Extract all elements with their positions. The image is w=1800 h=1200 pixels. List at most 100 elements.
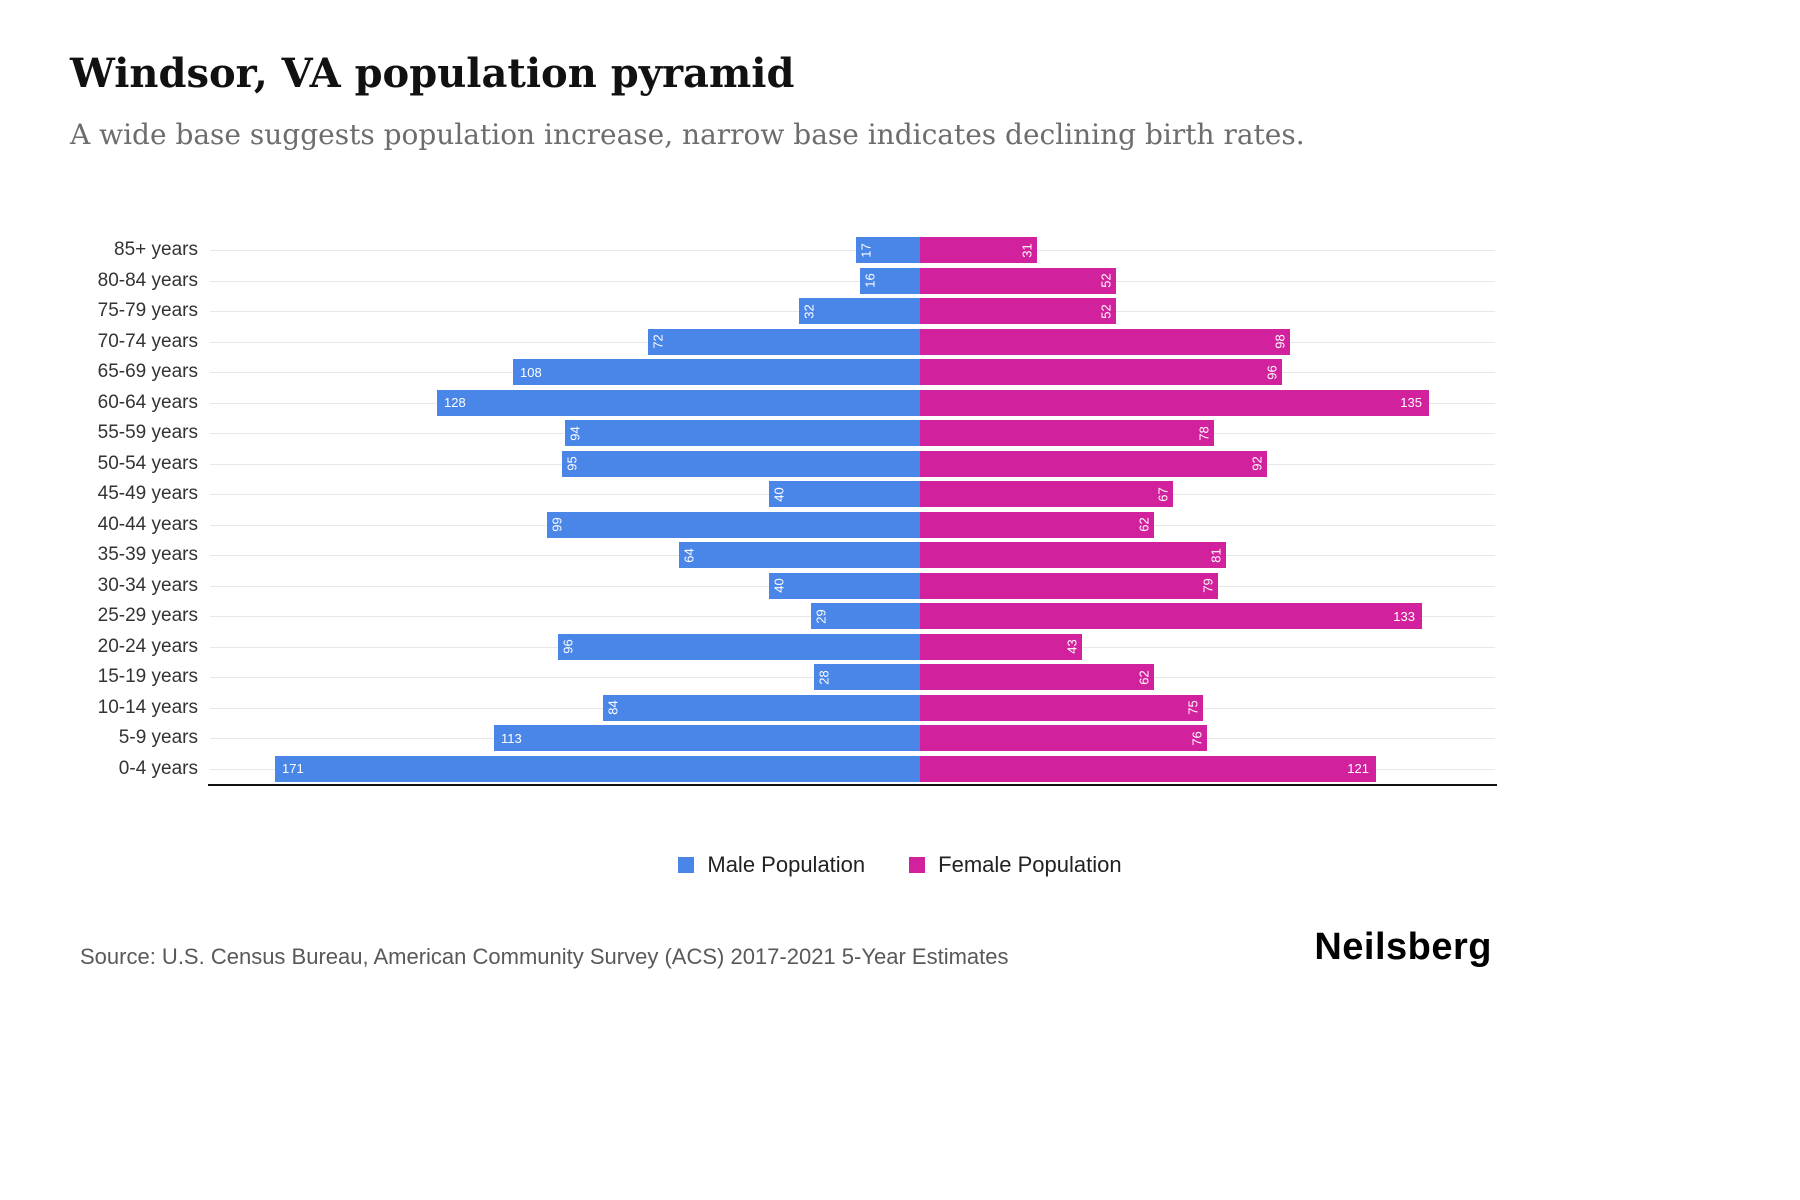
female-bar[interactable]: 81: [920, 542, 1226, 568]
female-bar[interactable]: 52: [920, 267, 1116, 294]
female-bar-value: 133: [1393, 608, 1415, 624]
age-group-label: 10-14 years: [97, 696, 198, 718]
legend-item-male[interactable]: Male Population: [678, 852, 865, 878]
row-track: 16 52: [210, 266, 1495, 297]
female-bar[interactable]: 92: [920, 450, 1267, 477]
female-bar-value: 62: [1136, 517, 1152, 532]
female-bar-value: 52: [1098, 303, 1114, 319]
female-bar-value: 76: [1189, 730, 1205, 746]
pyramid-row: 55-59 years 94 78: [0, 418, 1800, 449]
male-bar[interactable]: 108: [513, 359, 920, 385]
male-bar[interactable]: 29: [811, 603, 920, 629]
row-track: 128 135: [210, 388, 1495, 419]
male-bar[interactable]: 40: [769, 481, 920, 507]
page-subtitle: A wide base suggests population increase…: [70, 118, 1305, 151]
female-bar[interactable]: 75: [920, 694, 1203, 721]
gridline: [210, 280, 1495, 282]
female-bar[interactable]: 62: [920, 511, 1154, 538]
female-bar[interactable]: 62: [920, 664, 1154, 690]
male-bar[interactable]: 113: [494, 725, 920, 751]
female-bar-value: 62: [1136, 669, 1152, 685]
age-group-label: 85+ years: [114, 239, 198, 261]
male-bar[interactable]: 84: [603, 694, 920, 721]
row-track: 171 121: [210, 754, 1495, 785]
male-bar[interactable]: 17: [856, 237, 920, 263]
female-bar[interactable]: 76: [920, 725, 1207, 751]
pyramid-row: 50-54 years 95 92: [0, 449, 1800, 480]
age-group-label: 20-24 years: [97, 635, 198, 657]
row-track: 64 81: [210, 540, 1495, 571]
male-bar[interactable]: 99: [547, 511, 920, 538]
male-bar[interactable]: 32: [799, 298, 920, 324]
female-bar[interactable]: 52: [920, 298, 1116, 324]
male-bar[interactable]: 72: [648, 328, 920, 355]
male-bar[interactable]: 96: [558, 633, 920, 660]
male-bar[interactable]: 94: [565, 420, 920, 446]
pyramid-row: 45-49 years 40 67: [0, 479, 1800, 510]
female-bar[interactable]: 78: [920, 420, 1214, 446]
age-group-label: 80-84 years: [97, 269, 198, 291]
male-bar-value: 113: [501, 730, 522, 746]
female-bar[interactable]: 135: [920, 389, 1429, 416]
male-bar-value: 95: [564, 456, 580, 471]
female-bar[interactable]: 133: [920, 603, 1422, 629]
female-bar-value: 31: [1019, 242, 1035, 258]
male-bar[interactable]: 171: [275, 755, 920, 782]
row-track: 95 92: [210, 449, 1495, 480]
female-bar-value: 78: [1196, 425, 1212, 441]
male-bar-value: 40: [771, 486, 787, 502]
male-bar-value: 94: [567, 425, 583, 441]
male-bar-value: 108: [520, 364, 542, 380]
female-bar[interactable]: 67: [920, 481, 1173, 507]
female-bar[interactable]: 121: [920, 755, 1376, 782]
male-legend-swatch: [678, 857, 695, 873]
chart-legend: Male Population Female Population: [0, 852, 1800, 878]
female-bar[interactable]: 79: [920, 572, 1218, 599]
pyramid-row: 5-9 years 113 76: [0, 723, 1800, 754]
pyramid-row: 15-19 years 28 62: [0, 662, 1800, 693]
row-track: 40 67: [210, 479, 1495, 510]
male-legend-label: Male Population: [707, 852, 866, 877]
female-bar-value: 96: [1264, 364, 1280, 380]
row-track: 29 133: [210, 601, 1495, 632]
female-legend-label: Female Population: [938, 852, 1122, 877]
female-bar-value: 92: [1249, 456, 1265, 471]
male-bar-value: 16: [862, 273, 878, 288]
row-track: 32 52: [210, 296, 1495, 327]
female-bar-value: 135: [1400, 395, 1422, 410]
row-track: 84 75: [210, 693, 1495, 724]
row-track: 99 62: [210, 510, 1495, 541]
female-bar-value: 52: [1098, 273, 1114, 288]
age-group-label: 30-34 years: [97, 574, 198, 596]
female-bar[interactable]: 31: [920, 237, 1037, 263]
male-bar[interactable]: 95: [562, 450, 920, 477]
row-track: 72 98: [210, 327, 1495, 358]
pyramid-row: 60-64 years 128 135: [0, 388, 1800, 419]
row-track: 94 78: [210, 418, 1495, 449]
female-bar[interactable]: 98: [920, 328, 1290, 355]
male-bar-value: 128: [444, 395, 466, 410]
legend-item-female[interactable]: Female Population: [909, 852, 1122, 878]
male-bar[interactable]: 40: [769, 572, 920, 599]
male-bar[interactable]: 28: [814, 664, 920, 690]
row-track: 28 62: [210, 662, 1495, 693]
pyramid-row: 40-44 years 99 62: [0, 510, 1800, 541]
male-bar-value: 72: [650, 334, 666, 349]
male-bar[interactable]: 64: [679, 542, 920, 568]
neilsberg-logo[interactable]: Neilsberg: [1314, 926, 1492, 968]
male-bar-value: 84: [605, 700, 621, 715]
female-bar[interactable]: 96: [920, 359, 1282, 385]
age-group-label: 55-59 years: [97, 422, 198, 444]
male-bar-value: 64: [681, 547, 697, 563]
row-track: 108 96: [210, 357, 1495, 388]
age-group-label: 25-29 years: [97, 605, 198, 627]
pyramid-row: 25-29 years 29 133: [0, 601, 1800, 632]
male-bar[interactable]: 16: [860, 267, 920, 294]
male-bar[interactable]: 128: [437, 389, 920, 416]
female-bar[interactable]: 43: [920, 633, 1082, 660]
pyramid-row: 0-4 years 171 121: [0, 754, 1800, 785]
female-bar-value: 43: [1064, 639, 1080, 654]
pyramid-row: 65-69 years 108 96: [0, 357, 1800, 388]
female-bar-value: 98: [1272, 334, 1288, 349]
pyramid-row: 85+ years 17 31: [0, 235, 1800, 266]
